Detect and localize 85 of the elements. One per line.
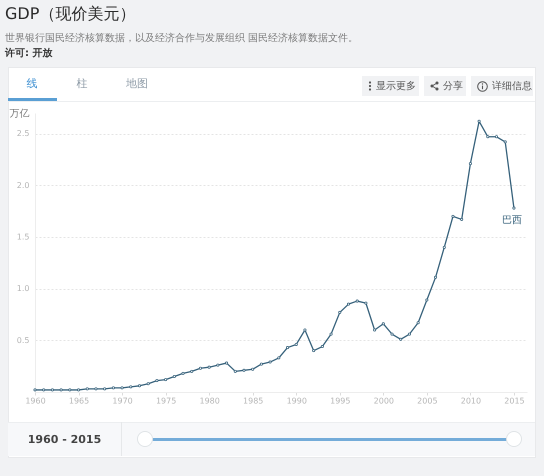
point [416,321,420,324]
button: 分享 [424,76,466,96]
point [94,387,98,390]
point [408,332,411,336]
point [208,366,211,369]
point [504,140,507,144]
chart-subtitle: 世界银行国民经济核算数据，以及经济合作与发展组织 国民经济核算数据文件。 [5,32,358,45]
point [103,387,106,390]
point [460,218,464,221]
point [442,246,446,249]
point [77,388,80,392]
point [260,362,263,366]
point [478,120,481,123]
y-axis-title: 万亿 [10,108,30,120]
point [155,379,158,382]
point [373,328,376,332]
point [190,370,194,373]
x-tick-label: 2005 [417,396,438,406]
button: 详细信息 [471,76,533,96]
text: 线 [26,77,38,91]
point [512,206,516,210]
point [495,135,498,138]
point [112,386,115,390]
point [68,388,72,392]
point [225,362,228,365]
point [312,349,316,352]
point [451,214,454,218]
point [399,338,402,341]
point [320,345,324,348]
point [129,385,132,388]
point [382,322,385,326]
point [50,388,54,392]
point [268,360,272,364]
point [198,366,202,370]
point [434,276,438,279]
series-label: 巴西 [502,215,522,226]
point [42,388,46,392]
point [33,388,37,392]
point [86,387,89,390]
y-tick-label: 1.5 [16,232,30,242]
point [60,388,63,392]
x-tick-label: 1970 [112,396,133,406]
point [346,302,350,306]
point [303,328,306,332]
text: 1960 - 2015 [28,432,102,446]
x-tick-label: 2000 [374,396,394,406]
button: 显示更多 [362,76,419,96]
point [164,378,168,382]
x-tick-label: 2015 [504,396,525,406]
y-tick-label: 2.0 [16,180,30,190]
point [138,384,142,388]
y-tick-label: 0.5 [16,336,30,345]
point [286,346,290,350]
point [242,368,246,372]
x-tick-label: 1990 [286,396,307,406]
point [120,386,124,390]
point [338,310,342,314]
point [294,342,298,346]
chart-title: GDP（现价美元） [5,3,136,25]
x-tick-label: 1980 [199,396,220,406]
text: 地图 [125,77,149,91]
text: 许可: 开放 [5,47,52,60]
point [182,372,185,375]
point [172,374,176,378]
point [146,382,150,386]
point [390,332,394,336]
point [234,370,237,373]
point [468,162,472,166]
x-tick-label: 1985 [243,396,264,406]
point [425,298,428,302]
point [216,364,220,367]
point [277,356,280,360]
x-tick-label: 1965 [68,396,90,406]
point [486,135,490,138]
x-tick-label: 1960 [25,396,46,406]
point [330,332,333,336]
y-tick-label: 2.5 [16,129,30,138]
point [251,368,254,371]
y-tick-label: 1.0 [16,284,30,294]
point [356,300,359,303]
text: 柱 [76,77,88,91]
x-tick-label: 2010 [460,396,482,406]
point [364,302,368,305]
x-tick-label: 1995 [330,396,350,406]
x-tick-label: 1975 [156,396,176,406]
